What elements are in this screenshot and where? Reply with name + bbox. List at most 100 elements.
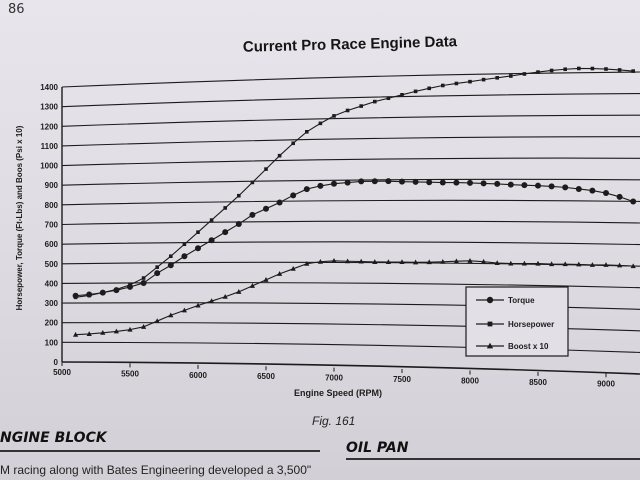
x-tick-label: 7000 (325, 374, 343, 383)
y-tick-label: 300 (45, 299, 59, 308)
y-tick-label: 500 (45, 260, 59, 269)
data-point-torque (154, 270, 161, 277)
data-point-horsepower (549, 68, 554, 73)
data-point-boost-x-10 (589, 262, 595, 267)
data-point-torque (358, 178, 365, 185)
data-point-horsepower (386, 96, 391, 101)
data-point-boost-x-10 (385, 259, 391, 265)
legend-square-marker (487, 321, 493, 327)
data-point-boost-x-10 (603, 262, 609, 267)
data-point-boost-x-10 (263, 277, 269, 282)
y-tick-label: 600 (45, 240, 59, 249)
data-point-torque (140, 280, 147, 287)
data-point-boost-x-10 (562, 261, 568, 267)
data-point-boost-x-10 (290, 266, 296, 271)
data-point-boost-x-10 (630, 263, 636, 269)
data-point-torque (208, 237, 215, 244)
data-point-boost-x-10 (304, 260, 310, 266)
data-point-horsepower (441, 83, 445, 88)
y-tick-label: 800 (45, 201, 59, 210)
y-axis-label: Horsepower, Torque (Ft-Lbs) and Boos (Ps… (15, 125, 24, 310)
data-point-horsepower (277, 153, 282, 158)
data-point-boost-x-10 (494, 260, 500, 266)
data-point-boost-x-10 (73, 331, 79, 337)
section-rule (0, 450, 320, 452)
data-point-torque (290, 192, 297, 199)
x-tick-label: 5000 (53, 368, 71, 377)
data-point-boost-x-10 (222, 293, 228, 299)
data-point-torque (181, 253, 188, 260)
y-tick-label: 900 (45, 181, 59, 190)
data-point-horsepower (305, 129, 309, 134)
data-point-torque (399, 178, 405, 185)
series-line-horsepower (75, 67, 634, 298)
data-point-horsepower (237, 193, 241, 198)
data-point-boost-x-10 (440, 258, 446, 264)
data-point-horsepower (563, 67, 567, 72)
data-point-horsepower (522, 72, 527, 76)
gridline (61, 71, 640, 88)
y-tick-label: 400 (45, 279, 59, 288)
data-point-boost-x-10 (154, 318, 160, 324)
data-point-boost-x-10 (331, 257, 337, 263)
data-point-horsepower (291, 141, 295, 146)
data-point-torque (494, 180, 501, 187)
data-point-boost-x-10 (113, 328, 119, 334)
series-line-torque (75, 180, 634, 297)
data-point-horsepower (617, 68, 622, 72)
section-rule (346, 458, 640, 460)
data-point-boost-x-10 (521, 260, 527, 266)
data-point-boost-x-10 (195, 302, 201, 308)
data-point-horsepower (87, 293, 91, 298)
figure-caption: Fig. 161 (312, 414, 356, 428)
data-point-torque (548, 183, 555, 190)
grid-layer (61, 71, 640, 375)
data-point-torque (303, 186, 310, 193)
data-point-horsepower (577, 66, 581, 71)
data-point-horsepower (318, 121, 323, 126)
data-point-boost-x-10 (168, 312, 174, 318)
data-point-horsepower (400, 92, 404, 97)
data-point-horsepower (114, 287, 119, 292)
data-point-torque (344, 179, 351, 186)
page-number: 86 (8, 2, 25, 17)
y-tick-label: 200 (45, 319, 59, 328)
body-text: M racing along with Bates Engineering de… (0, 463, 312, 477)
y-tick-label: 1200 (40, 122, 58, 131)
data-point-torque (317, 182, 324, 189)
gridline (61, 93, 640, 108)
data-point-horsepower (590, 66, 595, 71)
legend-triangle-marker (486, 342, 494, 349)
data-point-torque (589, 187, 596, 194)
gridline (61, 220, 640, 226)
x-tick-label: 6000 (189, 371, 207, 380)
data-point-torque (453, 179, 460, 186)
data-point-horsepower (427, 86, 431, 91)
data-point-torque (439, 179, 446, 186)
data-point-boost-x-10 (358, 258, 364, 264)
gridline (61, 241, 640, 246)
data-point-horsepower (264, 167, 268, 171)
data-point-boost-x-10 (127, 326, 133, 332)
data-point-horsepower (495, 76, 499, 80)
series-line-boost-x-10 (75, 260, 634, 336)
legend-label-torque: Torque (508, 296, 535, 305)
data-point-boost-x-10 (236, 289, 242, 294)
gridline (61, 178, 640, 186)
data-point-torque (331, 180, 337, 187)
data-point-torque (195, 245, 201, 252)
data-point-boost-x-10 (535, 260, 541, 266)
x-tick-label: 7500 (393, 375, 411, 384)
data-point-boost-x-10 (426, 259, 432, 265)
data-point-horsepower (345, 108, 350, 113)
data-point-horsepower (332, 114, 336, 118)
series-layer (72, 66, 637, 337)
legend: Torque Horsepower Boost x 10 (465, 286, 569, 357)
data-point-torque (616, 193, 623, 200)
x-axis-label: Engine Speed (RPM) (294, 388, 382, 398)
data-point-horsepower (468, 79, 472, 84)
data-point-boost-x-10 (141, 324, 147, 329)
y-tick-label: 100 (45, 338, 59, 347)
